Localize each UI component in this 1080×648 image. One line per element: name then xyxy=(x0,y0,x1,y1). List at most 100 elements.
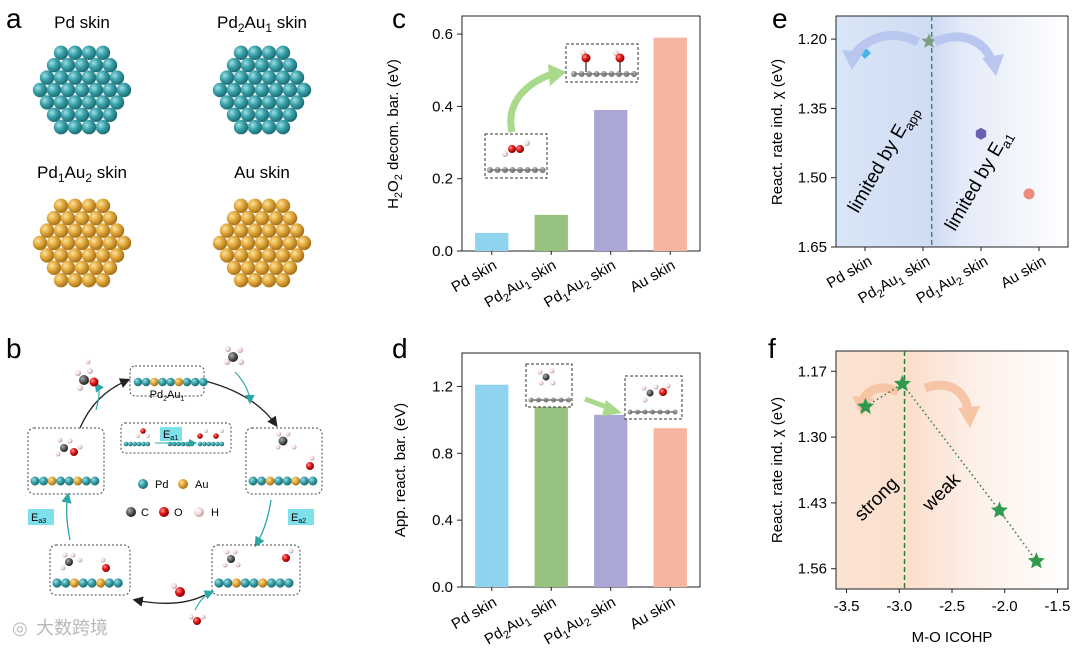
o-atom xyxy=(581,53,591,63)
au-atom xyxy=(212,235,228,251)
au-atom xyxy=(258,578,268,588)
h-atom xyxy=(550,380,556,386)
atomic-clusters xyxy=(32,45,312,288)
au-atom xyxy=(39,223,55,238)
o-atom xyxy=(516,145,524,153)
au-atom xyxy=(88,235,104,251)
pd-atom xyxy=(249,578,259,588)
pd-atom xyxy=(128,441,133,447)
au-atom xyxy=(102,235,118,251)
pd-atom xyxy=(176,441,182,447)
h-atom xyxy=(188,614,194,620)
h-atom xyxy=(77,444,83,450)
pd-atom xyxy=(67,45,83,60)
release-arrow xyxy=(94,382,104,411)
chart-c-bar-2 xyxy=(594,110,628,251)
pd-atom xyxy=(109,70,125,85)
pd-atom xyxy=(102,82,118,98)
chart-d-ylabel: App. react. bar. (eV) xyxy=(392,403,409,537)
au-atom xyxy=(219,248,235,263)
h-atom xyxy=(549,368,555,374)
au-atom xyxy=(226,235,242,251)
o2-arrow xyxy=(194,590,215,611)
au-atom xyxy=(53,248,69,263)
e-arrowhead-right xyxy=(982,54,1004,76)
pd-atom xyxy=(74,82,90,98)
pd-atom xyxy=(46,57,62,73)
e-arrowhead-left xyxy=(842,50,864,70)
c-atom xyxy=(228,352,238,362)
watermark-text: 大数跨境 xyxy=(36,618,108,638)
pd-atom xyxy=(257,476,267,486)
chart-c-ylabel: H2O2 decom. bar. (eV) xyxy=(385,59,405,209)
pd-atom xyxy=(274,476,284,486)
au-atom xyxy=(67,198,83,213)
au-atom xyxy=(81,273,97,288)
h-atom xyxy=(100,557,106,563)
pd-atom xyxy=(141,377,151,387)
h-atom xyxy=(285,431,291,437)
skin-label-au: Au skin xyxy=(234,163,290,182)
h-atom xyxy=(55,451,61,457)
pd-atom xyxy=(223,578,233,588)
h-atom xyxy=(57,437,63,443)
au-atom xyxy=(53,273,69,288)
o-atom xyxy=(140,428,146,434)
legend-h-swatch xyxy=(194,507,204,517)
chart-e-category-3: Au skin xyxy=(998,253,1049,292)
au-atom xyxy=(53,198,69,213)
pd-atom xyxy=(248,476,258,486)
pd-atom xyxy=(39,476,49,486)
pd-atom xyxy=(268,107,284,123)
legend-au-swatch xyxy=(178,479,188,489)
o-atom xyxy=(213,433,219,439)
pd-atom xyxy=(53,70,69,85)
pd-atom xyxy=(46,82,62,98)
au-atom xyxy=(254,235,270,251)
legend-c-label: C xyxy=(141,507,149,519)
au-atom xyxy=(247,198,263,213)
legend-pd-label: Pd xyxy=(155,479,168,491)
pd-atom xyxy=(60,82,76,98)
pd-atom xyxy=(145,441,151,447)
pd-atom xyxy=(289,95,305,110)
o-atom xyxy=(193,617,201,625)
h-atom xyxy=(75,370,81,376)
chart-f-xtick-label-0: -3.5 xyxy=(834,598,860,615)
pd-atom xyxy=(113,578,123,588)
chart-f-point-0 xyxy=(857,397,875,414)
ea1-badge xyxy=(160,427,182,441)
h-atom xyxy=(60,565,66,571)
pd-atom xyxy=(240,82,256,98)
pd-atom xyxy=(254,107,270,123)
cluster-2 xyxy=(32,198,132,288)
au-atom xyxy=(109,223,125,238)
au-atom xyxy=(240,211,256,226)
au-atom xyxy=(81,223,97,238)
c-atom xyxy=(646,389,654,397)
pd-atom xyxy=(158,377,167,387)
reaction-cycle-diagram: Pd2Au1 Ea1 Ea2 Ea3 Pd Au C O H xyxy=(27,346,323,625)
pd-atom xyxy=(282,57,298,73)
pd-atom xyxy=(219,95,235,110)
au-atom xyxy=(289,223,305,238)
au-atom xyxy=(60,260,76,275)
chart-f-ytick-label-3: 1.56 xyxy=(798,561,827,578)
au-atom xyxy=(81,198,97,213)
pd-atom xyxy=(74,107,90,123)
au-atom xyxy=(226,211,242,226)
au-atom xyxy=(95,223,111,238)
pd-atom xyxy=(247,120,263,135)
chart-f-xtick-label-1: -3.0 xyxy=(886,598,912,615)
chart-c-bar-1 xyxy=(534,214,568,251)
o-atom xyxy=(175,587,185,597)
pd-atom xyxy=(53,120,69,135)
h-atom xyxy=(653,384,659,390)
cluster-0 xyxy=(32,45,132,135)
chart-c: 0.0 0.2 0.4 0.6 H2O2 decom. bar. (eV) xyxy=(385,15,701,260)
h-atom xyxy=(204,429,208,433)
chart-c-ytick-label-1: 0.2 xyxy=(432,171,453,188)
pd-atom xyxy=(202,441,207,447)
center-surface-label: Pd2Au1 xyxy=(150,389,185,403)
h-atom xyxy=(238,359,244,365)
